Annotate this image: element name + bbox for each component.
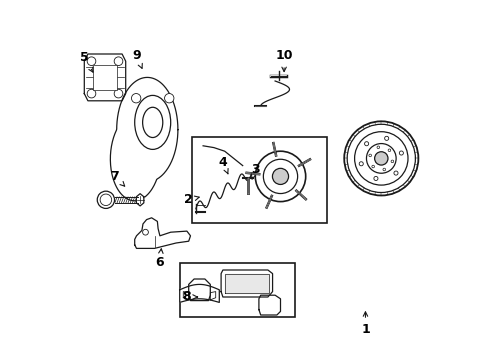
Text: 10: 10: [275, 49, 292, 72]
Polygon shape: [183, 292, 188, 300]
Circle shape: [374, 152, 387, 165]
Circle shape: [371, 165, 374, 168]
Polygon shape: [136, 194, 143, 206]
Circle shape: [373, 176, 377, 180]
Circle shape: [393, 171, 397, 175]
Bar: [179, 263, 294, 317]
Circle shape: [366, 144, 395, 173]
Circle shape: [390, 160, 393, 163]
Text: 2: 2: [184, 193, 199, 206]
Polygon shape: [110, 77, 178, 201]
Polygon shape: [224, 274, 268, 293]
Polygon shape: [179, 284, 219, 302]
Polygon shape: [188, 279, 210, 301]
Circle shape: [399, 151, 403, 155]
Text: 4: 4: [218, 156, 227, 174]
Text: 1: 1: [360, 312, 369, 336]
Circle shape: [384, 136, 388, 140]
Polygon shape: [84, 54, 125, 101]
Circle shape: [359, 162, 363, 166]
Circle shape: [387, 149, 390, 152]
Polygon shape: [221, 270, 272, 297]
Circle shape: [272, 168, 288, 184]
Text: 7: 7: [110, 170, 124, 186]
Bar: [192, 137, 326, 223]
Circle shape: [364, 142, 368, 146]
Circle shape: [344, 121, 418, 195]
Text: 9: 9: [132, 49, 142, 68]
Circle shape: [87, 57, 96, 66]
Polygon shape: [134, 218, 190, 248]
Circle shape: [97, 191, 114, 208]
Circle shape: [142, 229, 148, 235]
Polygon shape: [210, 292, 215, 300]
Text: 8: 8: [182, 291, 197, 303]
Circle shape: [376, 146, 379, 149]
Circle shape: [164, 94, 174, 103]
Circle shape: [87, 89, 96, 98]
Polygon shape: [258, 295, 280, 315]
Bar: [93, 65, 117, 90]
Circle shape: [114, 89, 122, 98]
Ellipse shape: [134, 95, 170, 149]
Circle shape: [354, 132, 407, 185]
Circle shape: [131, 94, 141, 103]
Circle shape: [255, 151, 305, 202]
Circle shape: [114, 57, 122, 66]
Text: 5: 5: [80, 51, 93, 72]
Circle shape: [368, 154, 371, 157]
Circle shape: [263, 159, 297, 194]
Text: 3: 3: [250, 163, 259, 179]
Ellipse shape: [142, 107, 163, 138]
Circle shape: [382, 168, 385, 171]
Text: 6: 6: [155, 249, 164, 269]
Circle shape: [100, 194, 111, 206]
